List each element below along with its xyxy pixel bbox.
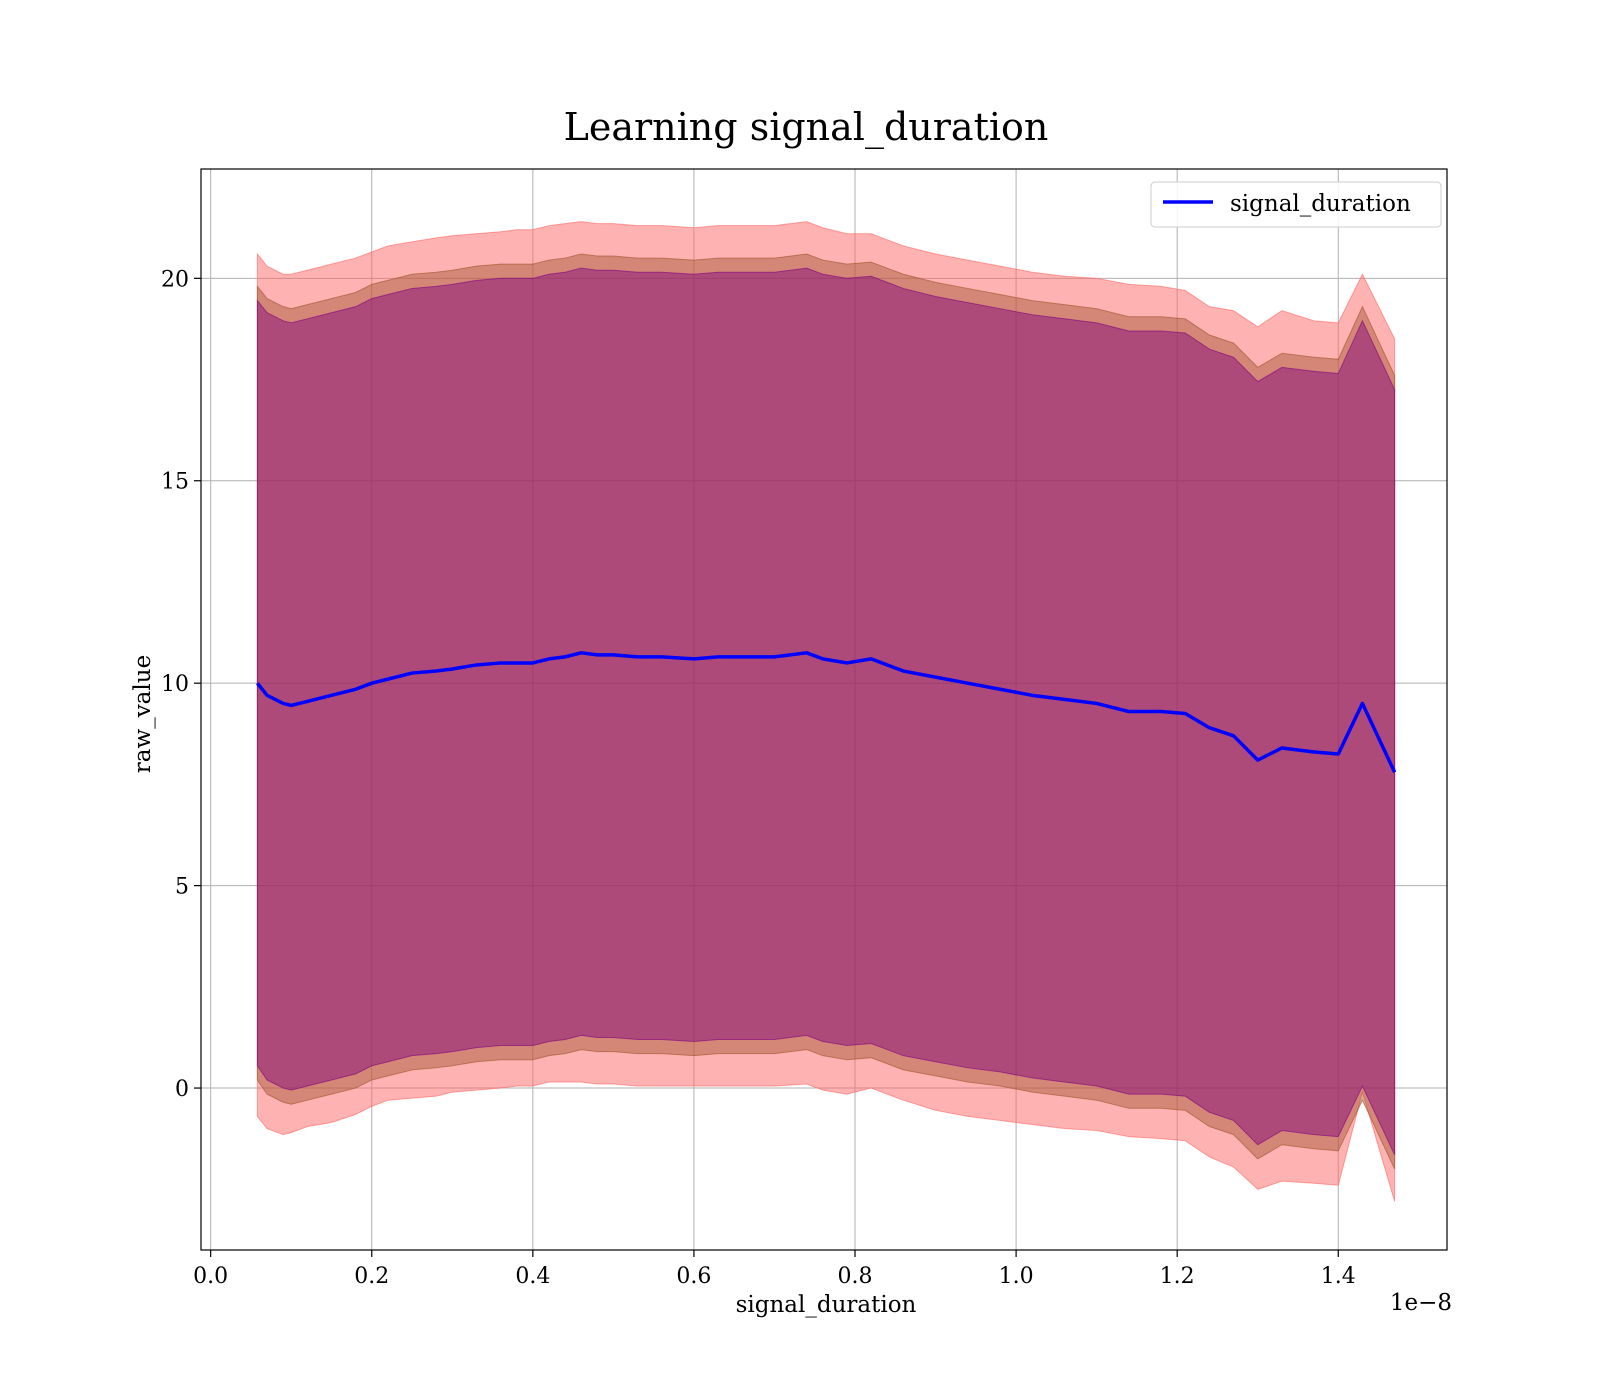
legend-box [1150, 181, 1442, 228]
series-group [256, 651, 1397, 773]
inner-band [256, 267, 1396, 1156]
x-axis-ticks: 0.0 0.2 0.4 0.6 0.8 1.0 1.2 1.4 [193, 1250, 1356, 1289]
y-tick-label-4: 20 [161, 267, 189, 292]
middle-band [256, 253, 1396, 1170]
y-tick-label-0: 0 [175, 1077, 189, 1102]
plot-frame [200, 168, 1448, 1251]
x-tick-label-6: 1.2 [1160, 1264, 1195, 1289]
y-tick-label-2: 10 [161, 672, 189, 697]
legend-entry-label: signal_duration [1230, 191, 1411, 217]
x-tick-label-0: 0.0 [193, 1264, 228, 1289]
legend: signal_duration [1150, 181, 1442, 228]
y-tick-label-3: 15 [161, 470, 189, 495]
x-tick-label-7: 1.4 [1321, 1264, 1356, 1289]
outer-band [256, 221, 1396, 1202]
x-tick-label-3: 0.6 [676, 1264, 711, 1289]
x-tick-label-5: 1.0 [999, 1264, 1034, 1289]
x-tick-label-1: 0.2 [354, 1264, 389, 1289]
x-tick-label-2: 0.4 [515, 1264, 550, 1289]
confidence-bands [256, 221, 1396, 1202]
y-tick-label-1: 5 [175, 875, 189, 900]
chart-title: Learning signal_duration [564, 105, 1049, 150]
y-axis-ticks: 0 5 10 15 20 [161, 267, 201, 1102]
x-axis-scale-label: 1e−8 [1390, 1290, 1452, 1316]
x-tick-label-4: 0.8 [838, 1264, 873, 1289]
x-axis-label: signal_duration [736, 1292, 917, 1318]
y-axis-label: raw_value [130, 655, 156, 773]
series-line-0 [256, 651, 1397, 773]
